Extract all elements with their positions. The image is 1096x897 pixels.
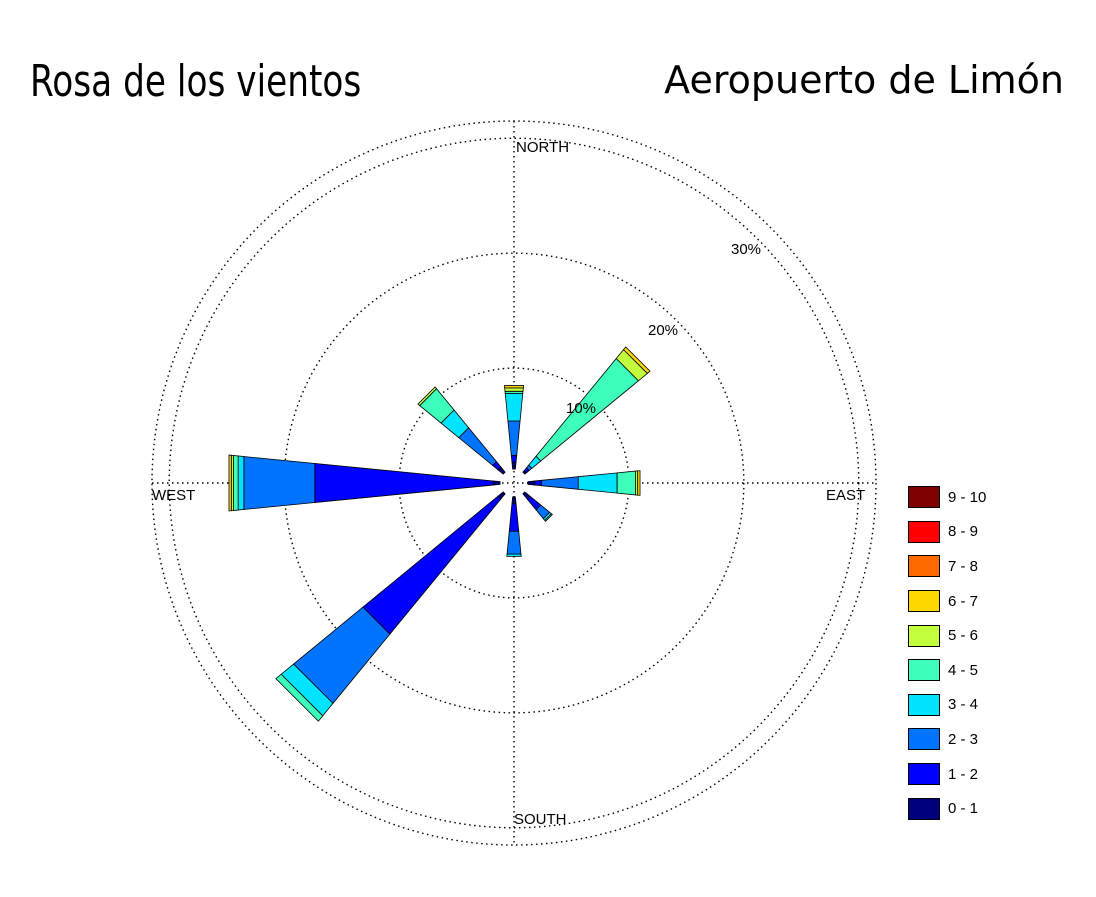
petal-e-bin-4 xyxy=(616,470,636,496)
legend-item: 2 - 3 xyxy=(908,722,986,757)
legend-label: 4 - 5 xyxy=(948,661,979,679)
legend-label: 5 - 6 xyxy=(948,627,979,645)
legend-label: 8 - 9 xyxy=(948,523,979,541)
legend-item: 5 - 6 xyxy=(908,618,986,653)
legend-label: 6 - 7 xyxy=(948,592,979,610)
direction-label-south: SOUTH xyxy=(514,811,567,828)
petal-w-bin-0 xyxy=(492,480,501,486)
chart-legend: 9 - 10 8 - 9 7 - 8 6 - 7 5 - 6 4 - 5 3 - 4 2 - … xyxy=(908,480,986,826)
legend-label: 0 - 1 xyxy=(948,800,979,818)
petal-e-bin-0 xyxy=(527,480,536,486)
petal-e-bin-2 xyxy=(541,476,579,490)
legend-label: 2 - 3 xyxy=(948,730,979,748)
petal-n-bin-3 xyxy=(504,393,524,422)
direction-label-north: NORTH xyxy=(516,139,569,156)
direction-label-west: WEST xyxy=(152,487,195,504)
legend-swatch xyxy=(908,590,940,613)
legend-item: 4 - 5 xyxy=(908,653,986,688)
legend-swatch xyxy=(908,659,940,682)
legend-label: 1 - 2 xyxy=(948,765,979,783)
legend-swatch xyxy=(908,486,940,509)
petal-e-bin-6 xyxy=(637,470,641,496)
legend-swatch xyxy=(908,520,940,543)
petal-s-bin-2 xyxy=(506,530,522,555)
legend-item: 8 - 9 xyxy=(908,515,986,550)
petal-s-bin-1 xyxy=(508,503,520,532)
legend-swatch xyxy=(908,693,940,716)
chart-subtitle: Aeropuerto de Limón xyxy=(664,58,1064,102)
petal-sw-bin-1 xyxy=(362,495,502,635)
petal-s-bin-0 xyxy=(511,496,517,505)
legend-swatch xyxy=(908,728,940,751)
petal-n-bin-5 xyxy=(504,387,524,392)
polar-labels: NORTH EAST SOUTH WEST 10% 20% 30% xyxy=(152,139,865,828)
legend-label: 9 - 10 xyxy=(948,488,987,506)
legend-item: 0 - 1 xyxy=(908,791,986,826)
petal-w-bin-3 xyxy=(237,455,245,511)
petal-e-bin-3 xyxy=(577,472,618,494)
petal-nw-bin-5 xyxy=(417,386,438,407)
legend-item: 3 - 4 xyxy=(908,688,986,723)
legend-swatch xyxy=(908,763,940,786)
petal-w-bin-6 xyxy=(228,454,232,512)
petal-n-bin-2 xyxy=(507,420,521,456)
ring-label-20: 20% xyxy=(648,322,678,339)
petal-n-bin-1 xyxy=(510,454,518,463)
petal-w-bin-2 xyxy=(243,456,316,510)
petal-e-bin-1 xyxy=(534,479,543,487)
legend-item: 7 - 8 xyxy=(908,549,986,584)
petal-se-bin-4 xyxy=(544,513,553,522)
legend-item: 6 - 7 xyxy=(908,584,986,619)
petal-n-bin-0 xyxy=(511,461,517,470)
petal-nw-bin-2 xyxy=(458,427,497,466)
legend-label: 7 - 8 xyxy=(948,557,979,575)
ring-20 xyxy=(283,252,745,714)
wind-rose-petals xyxy=(228,346,651,722)
legend-item: 9 - 10 xyxy=(908,480,986,515)
legend-swatch xyxy=(908,624,940,647)
petal-s-bin-3 xyxy=(506,553,522,557)
legend-swatch xyxy=(908,555,940,578)
direction-label-east: EAST xyxy=(826,487,865,504)
ring-label-30: 30% xyxy=(731,241,761,258)
petal-ne-bin-6 xyxy=(623,346,651,374)
petal-w-bin-4 xyxy=(233,455,239,511)
legend-swatch xyxy=(908,797,940,820)
petal-n-bin-6 xyxy=(504,385,524,389)
ring-30 xyxy=(168,137,860,829)
legend-item: 1 - 2 xyxy=(908,757,986,792)
chart-title: Rosa de los vientos xyxy=(30,56,362,107)
petal-sw-bin-4 xyxy=(275,673,324,722)
petal-w-bin-1 xyxy=(314,463,494,503)
legend-label: 3 - 4 xyxy=(948,696,979,714)
ring-label-10: 10% xyxy=(566,400,596,417)
